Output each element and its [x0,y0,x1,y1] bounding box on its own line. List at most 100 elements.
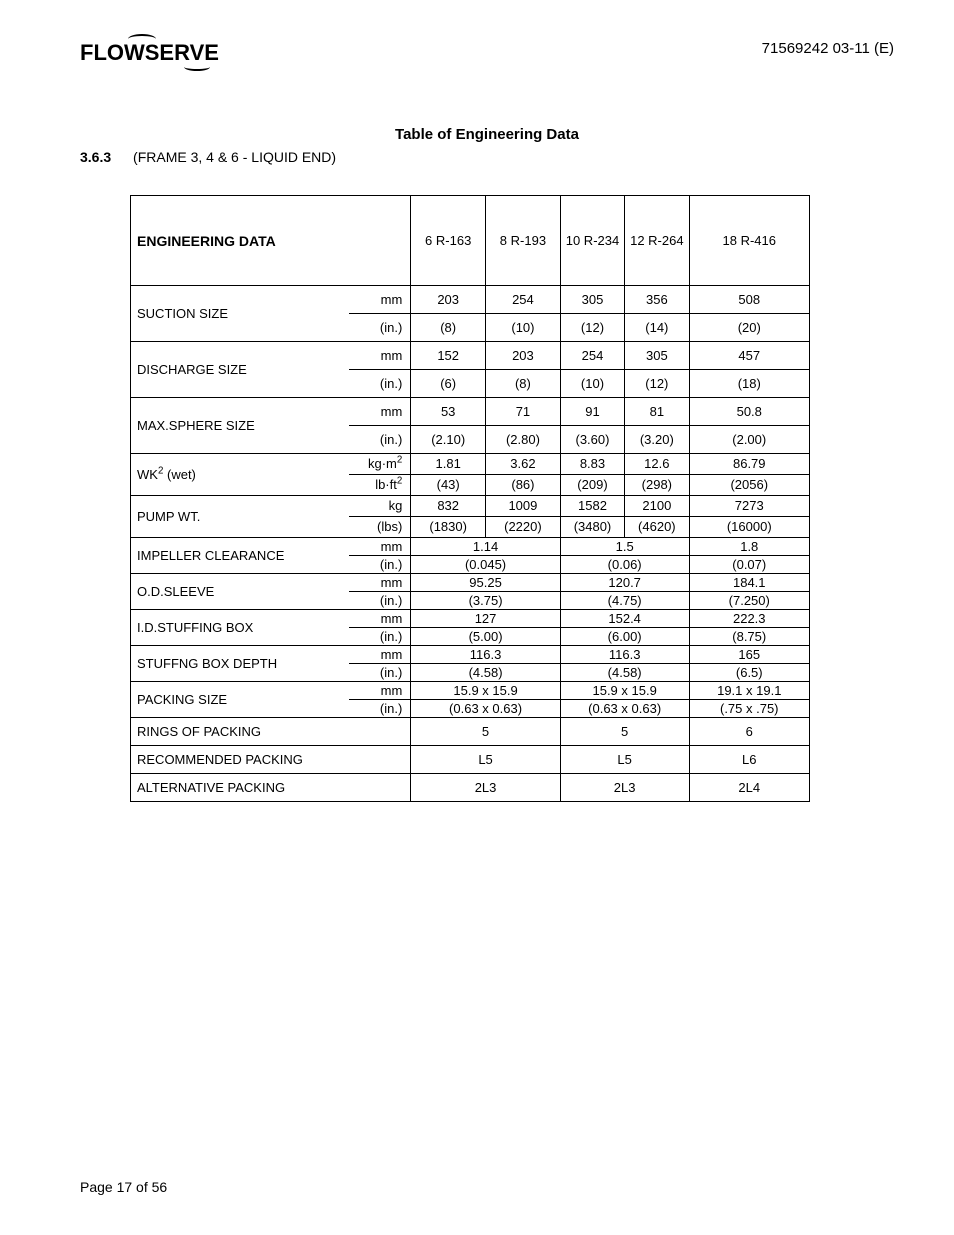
cell: 152.4 [560,610,689,628]
column-header: 18 R-416 [689,196,809,286]
cell: 152 [411,342,486,370]
row-label: MAX.SPHERE SIZE [131,398,349,454]
row-label: PUMP WT. [131,496,349,538]
cell: 5 [411,718,561,746]
cell: 50.8 [689,398,809,426]
cell: 1009 [486,496,561,517]
unit: mm [349,286,411,314]
cell: (2.00) [689,426,809,454]
cell: (3.20) [625,426,689,454]
cell: (8) [486,370,561,398]
cell: 7273 [689,496,809,517]
cell: (8.75) [689,628,809,646]
unit: (in.) [349,370,411,398]
section-number: 3.6.3 [80,149,111,165]
cell: (1830) [411,517,486,538]
unit: mm [349,342,411,370]
row-label: WK2 (wet) [131,454,349,496]
cell: 1.81 [411,454,486,475]
cell: 86.79 [689,454,809,475]
cell: (.75 x .75) [689,700,809,718]
row-label: PACKING SIZE [131,682,349,718]
cell: 120.7 [560,574,689,592]
unit: mm [349,538,411,556]
unit: mm [349,574,411,592]
column-header: 12 R-264 [625,196,689,286]
unit: (in.) [349,664,411,682]
cell: (0.06) [560,556,689,574]
cell: (3.60) [560,426,624,454]
cell: 53 [411,398,486,426]
cell: 305 [560,286,624,314]
cell: (10) [560,370,624,398]
unit: mm [349,682,411,700]
row-label: SUCTION SIZE [131,286,349,342]
cell: 2L3 [560,774,689,802]
section-heading: 3.6.3 (FRAME 3, 4 & 6 - LIQUID END) [80,149,894,165]
cell: 8.83 [560,454,624,475]
cell: L5 [411,746,561,774]
cell: 95.25 [411,574,561,592]
table-row: DISCHARGE SIZE mm 152 203 254 305 457 [131,342,810,370]
cell: (12) [560,314,624,342]
cell: 81 [625,398,689,426]
cell: (6.5) [689,664,809,682]
table-row: WK2 (wet) kg·m2 1.81 3.62 8.83 12.6 86.7… [131,454,810,475]
cell: 71 [486,398,561,426]
row-label: I.D.STUFFING BOX [131,610,349,646]
cell: (6.00) [560,628,689,646]
cell: (3480) [560,517,624,538]
table-header-row: ENGINEERING DATA 6 R-163 8 R-193 10 R-23… [131,196,810,286]
table-title: Table of Engineering Data [80,126,894,143]
cell: (4.58) [411,664,561,682]
cell: 222.3 [689,610,809,628]
table-row: O.D.SLEEVE mm 95.25 120.7 184.1 [131,574,810,592]
unit: kg·m2 [349,454,411,475]
cell: L6 [689,746,809,774]
cell: (12) [625,370,689,398]
cell: 2L4 [689,774,809,802]
row-label: STUFFNG BOX DEPTH [131,646,349,682]
cell: 116.3 [560,646,689,664]
cell: 832 [411,496,486,517]
header-label: ENGINEERING DATA [131,196,411,286]
table-row: RINGS OF PACKING 5 5 6 [131,718,810,746]
cell: (14) [625,314,689,342]
unit: (in.) [349,426,411,454]
cell: (86) [486,475,561,496]
cell: 184.1 [689,574,809,592]
cell: 15.9 x 15.9 [411,682,561,700]
table-row: PUMP WT. kg 832 1009 1582 2100 7273 [131,496,810,517]
unit: mm [349,610,411,628]
cell: 254 [560,342,624,370]
unit: (in.) [349,592,411,610]
row-label: IMPELLER CLEARANCE [131,538,349,574]
cell: 356 [625,286,689,314]
table-row: PACKING SIZE mm 15.9 x 15.9 15.9 x 15.9 … [131,682,810,700]
cell: 1.14 [411,538,561,556]
table-row: STUFFNG BOX DEPTH mm 116.3 116.3 165 [131,646,810,664]
cell: L5 [560,746,689,774]
unit: (lbs) [349,517,411,538]
cell: (0.63 x 0.63) [560,700,689,718]
section-label: (FRAME 3, 4 & 6 - LIQUID END) [133,149,336,165]
cell: (0.07) [689,556,809,574]
cell: (4.75) [560,592,689,610]
cell: (43) [411,475,486,496]
table-row: SUCTION SIZE mm 203 254 305 356 508 [131,286,810,314]
cell: 203 [486,342,561,370]
table-row: I.D.STUFFING BOX mm 127 152.4 222.3 [131,610,810,628]
cell: 1.5 [560,538,689,556]
cell: 305 [625,342,689,370]
cell: (298) [625,475,689,496]
cell: (5.00) [411,628,561,646]
cell: (20) [689,314,809,342]
column-header: 6 R-163 [411,196,486,286]
unit: mm [349,646,411,664]
row-label: DISCHARGE SIZE [131,342,349,398]
row-label: O.D.SLEEVE [131,574,349,610]
column-header: 10 R-234 [560,196,624,286]
cell: 1.8 [689,538,809,556]
cell: 15.9 x 15.9 [560,682,689,700]
unit: (in.) [349,556,411,574]
